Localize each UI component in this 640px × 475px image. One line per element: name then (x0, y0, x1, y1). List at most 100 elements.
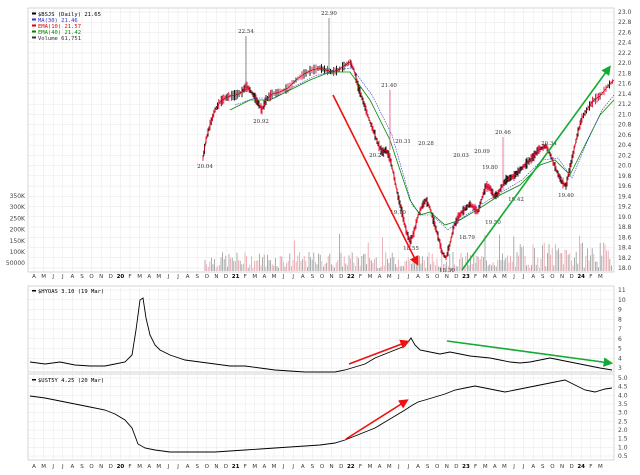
x-tick-label: 23 (462, 464, 470, 470)
price-annotation: 20.34 (541, 141, 557, 147)
price-annotation: 19.42 (508, 197, 524, 203)
y-tick-label: 19.4 (618, 193, 632, 200)
x-tick-label: 20 (117, 464, 125, 470)
x-tick-label: 22 (347, 274, 355, 280)
volume-tick-label: 150K (10, 238, 26, 245)
y-tick-label: 3.0 (618, 410, 628, 417)
x-tick-label: D (224, 274, 228, 280)
x-tick-label: J (282, 464, 285, 470)
y-tick-label: 11 (618, 287, 626, 294)
x-tick-label: N (445, 274, 449, 280)
x-tick-label: A (32, 464, 36, 470)
x-tick-label: O (320, 464, 325, 470)
volume-tick-label: 100K (10, 249, 26, 256)
y-tick-label: 4 (618, 355, 622, 362)
price-annotation: 18.79 (459, 235, 475, 241)
x-tick-label: J (522, 464, 525, 470)
x-tick-label: A (263, 464, 267, 470)
volume-tick-label: 200K (10, 227, 26, 234)
x-tick-label: D (224, 464, 228, 470)
x-tick-label: M (252, 274, 257, 280)
x-tick-label: O (205, 274, 210, 280)
x-tick-label: M (368, 464, 373, 470)
x-tick-label: D (339, 464, 343, 470)
price-annotation: 18.30 (439, 268, 455, 274)
x-tick-label: D (339, 274, 343, 280)
y-tick-label: 22.2 (618, 50, 632, 57)
x-tick-label: M (41, 464, 46, 470)
x-tick-label: A (493, 464, 497, 470)
legend-entry: MA(30) 21.46 (38, 18, 78, 24)
x-tick-label: A (416, 274, 420, 280)
x-tick-label: J (522, 274, 525, 280)
x-tick-label: 21 (232, 464, 240, 470)
y-tick-label: 19.6 (618, 183, 632, 190)
x-tick-label: M (483, 274, 488, 280)
price-annotation: 19.80 (482, 165, 498, 171)
x-tick-label: F (359, 274, 362, 280)
x-tick-label: O (435, 274, 440, 280)
x-tick-label: J (167, 464, 170, 470)
price-annotation: 20.46 (495, 130, 511, 136)
y-tick-label: 6 (618, 336, 622, 343)
y-tick-label: 21.0 (618, 111, 632, 118)
green-trend-arrow (446, 340, 614, 367)
x-tick-label: J (397, 464, 400, 470)
y-tick-label: 18.6 (618, 234, 632, 241)
x-tick-label: N (99, 274, 103, 280)
x-tick-label: J (291, 464, 294, 470)
x-tick-label: A (263, 274, 267, 280)
x-tick-label: A (71, 464, 75, 470)
y-tick-label: 4.5 (618, 384, 628, 391)
y-tick-label: 5.0 (618, 375, 628, 382)
y-tick-label: 22.6 (618, 29, 632, 36)
x-tick-label: S (195, 274, 199, 280)
x-tick-label: F (589, 274, 592, 280)
y-tick-label: 3.5 (618, 401, 628, 408)
panel-frame (27, 7, 615, 273)
x-tick-label: 24 (577, 274, 585, 280)
y-tick-label: 22.8 (618, 19, 632, 26)
price-annotation: 20.31 (395, 139, 411, 145)
price-annotation: 19.40 (558, 193, 574, 199)
x-tick-label: J (407, 464, 410, 470)
y-tick-label: 8 (618, 316, 622, 323)
dotted-line-icon (32, 18, 36, 21)
volume-tick-label: 250K (10, 215, 26, 222)
x-tick-label: N (560, 464, 564, 470)
x-tick-label: M (272, 464, 277, 470)
price-annotation: 18.55 (403, 246, 419, 252)
line-icon (32, 290, 36, 292)
price-annotation: 20.03 (453, 153, 469, 159)
x-tick-label: N (330, 464, 334, 470)
x-tick-label: M (272, 274, 277, 280)
x-tick-label: O (435, 464, 440, 470)
x-tick-label: S (195, 464, 199, 470)
x-tick-label: J (61, 274, 64, 280)
x-tick-label: S (80, 274, 84, 280)
data-series (29, 59, 615, 453)
x-tick-label: M (598, 464, 603, 470)
legend-entry: $UST5Y 4.25 (20 Mar) (38, 378, 104, 384)
x-tick-label: A (71, 274, 75, 280)
x-tick-label: D (569, 274, 573, 280)
x-tick-label: A (32, 274, 36, 280)
x-tick-label: D (569, 464, 573, 470)
ema40-line (229, 71, 615, 226)
legend-entry: EMA(10) 21.57 (38, 24, 81, 30)
x-tick-label: D (454, 274, 458, 280)
x-tick-label: F (589, 464, 592, 470)
x-tick-label: 21 (232, 274, 240, 280)
x-tick-label: A (378, 464, 382, 470)
volume-tick-label: 300K (10, 204, 26, 211)
x-tick-label: S (541, 464, 545, 470)
x-tick-label: 24 (577, 464, 585, 470)
y-tick-label: 5 (618, 346, 622, 353)
y-tick-label: 22.4 (618, 40, 632, 47)
axes: 23.0 22.8 22.6 22.4 22.2 22.0 21.8 21.6 21.4 21.2… (6, 9, 632, 470)
price-annotations: 20.04 22.54 20.92 22.90 21.40 20.24 20.31 20.28… (197, 11, 574, 274)
x-tick-label: J (61, 464, 64, 470)
grid-lines (27, 7, 615, 461)
price-annotation: 20.09 (474, 149, 490, 155)
